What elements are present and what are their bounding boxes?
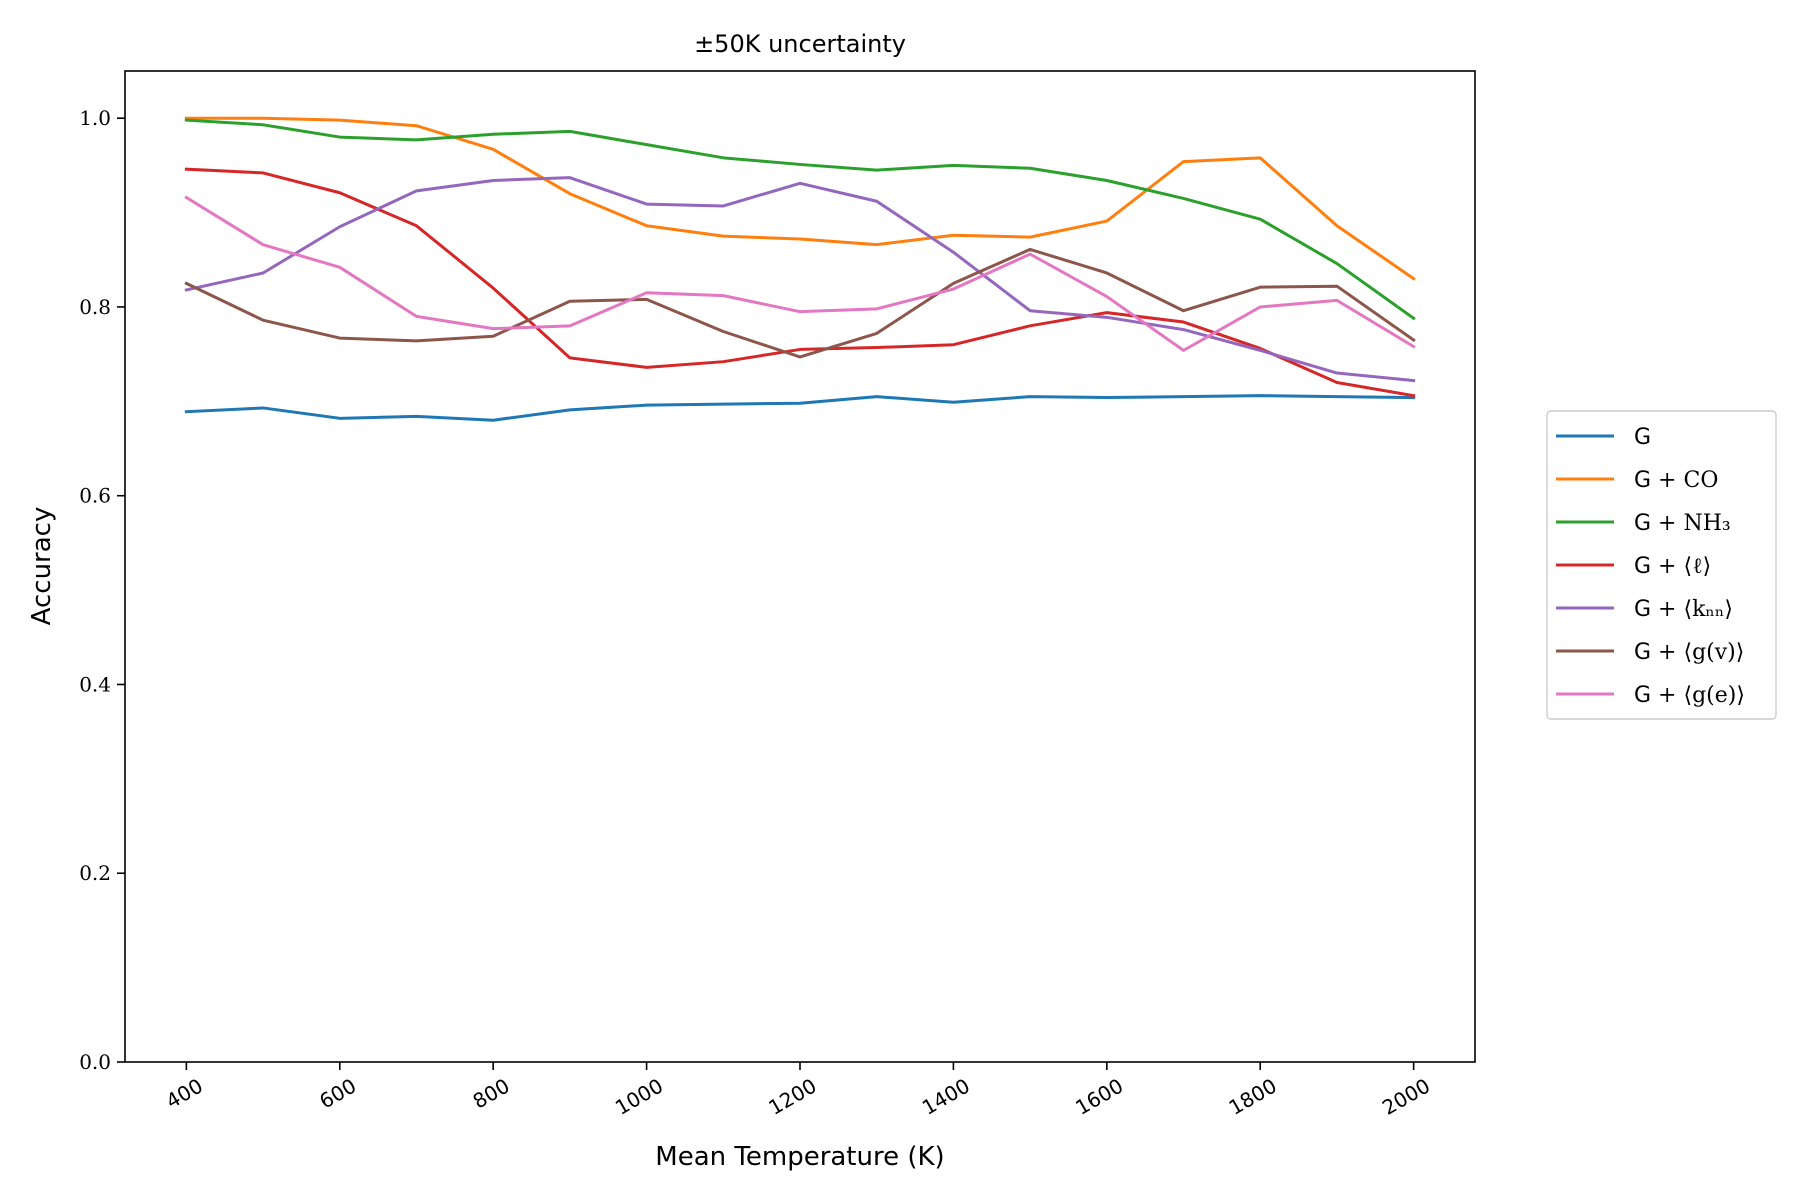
y-tick-label: 0.8 (79, 295, 111, 319)
series-line-2 (184, 118, 1416, 321)
y-axis-label: Accuracy (27, 507, 57, 626)
legend-label-2: G + NH₃ (1634, 511, 1731, 536)
legend: G G + CO G + NH₃ G + ⟨ℓ⟩ G + ⟨kₙₙ⟩ G + ⟨g(v)⟩… (1546, 410, 1777, 720)
series-line-3 (184, 167, 1416, 398)
legend-label-1: G + CO (1634, 468, 1718, 493)
y-tick-label: 0.2 (79, 861, 111, 885)
series-layer (184, 116, 1416, 422)
series-line-6 (184, 195, 1416, 352)
legend-label-6: G + ⟨g(e)⟩ (1634, 683, 1745, 708)
legend-items: G G + CO G + NH₃ G + ⟨ℓ⟩ G + ⟨kₙₙ⟩ G + ⟨g(v)⟩… (1556, 425, 1745, 708)
legend-label-4: G + ⟨kₙₙ⟩ (1634, 597, 1733, 622)
y-axis: 0.0 0.2 0.4 0.6 0.8 1.0 (79, 106, 125, 1074)
x-axis-label: Mean Temperature (K) (655, 1142, 944, 1172)
chart-title: ±50K uncertainty (694, 30, 906, 58)
y-tick-label: 1.0 (79, 106, 111, 130)
legend-label-5: G + ⟨g(v)⟩ (1634, 640, 1744, 665)
legend-frame (1546, 410, 1777, 720)
series-line-0 (184, 394, 1416, 422)
legend-label-3: G + ⟨ℓ⟩ (1634, 554, 1711, 579)
y-tick-label: 0.6 (79, 484, 111, 508)
legend-label-0: G (1634, 425, 1651, 450)
series-line-1 (184, 116, 1416, 281)
y-tick-label: 0.4 (79, 672, 111, 696)
y-tick-label: 0.0 (79, 1050, 111, 1074)
series-line-5 (184, 247, 1416, 359)
